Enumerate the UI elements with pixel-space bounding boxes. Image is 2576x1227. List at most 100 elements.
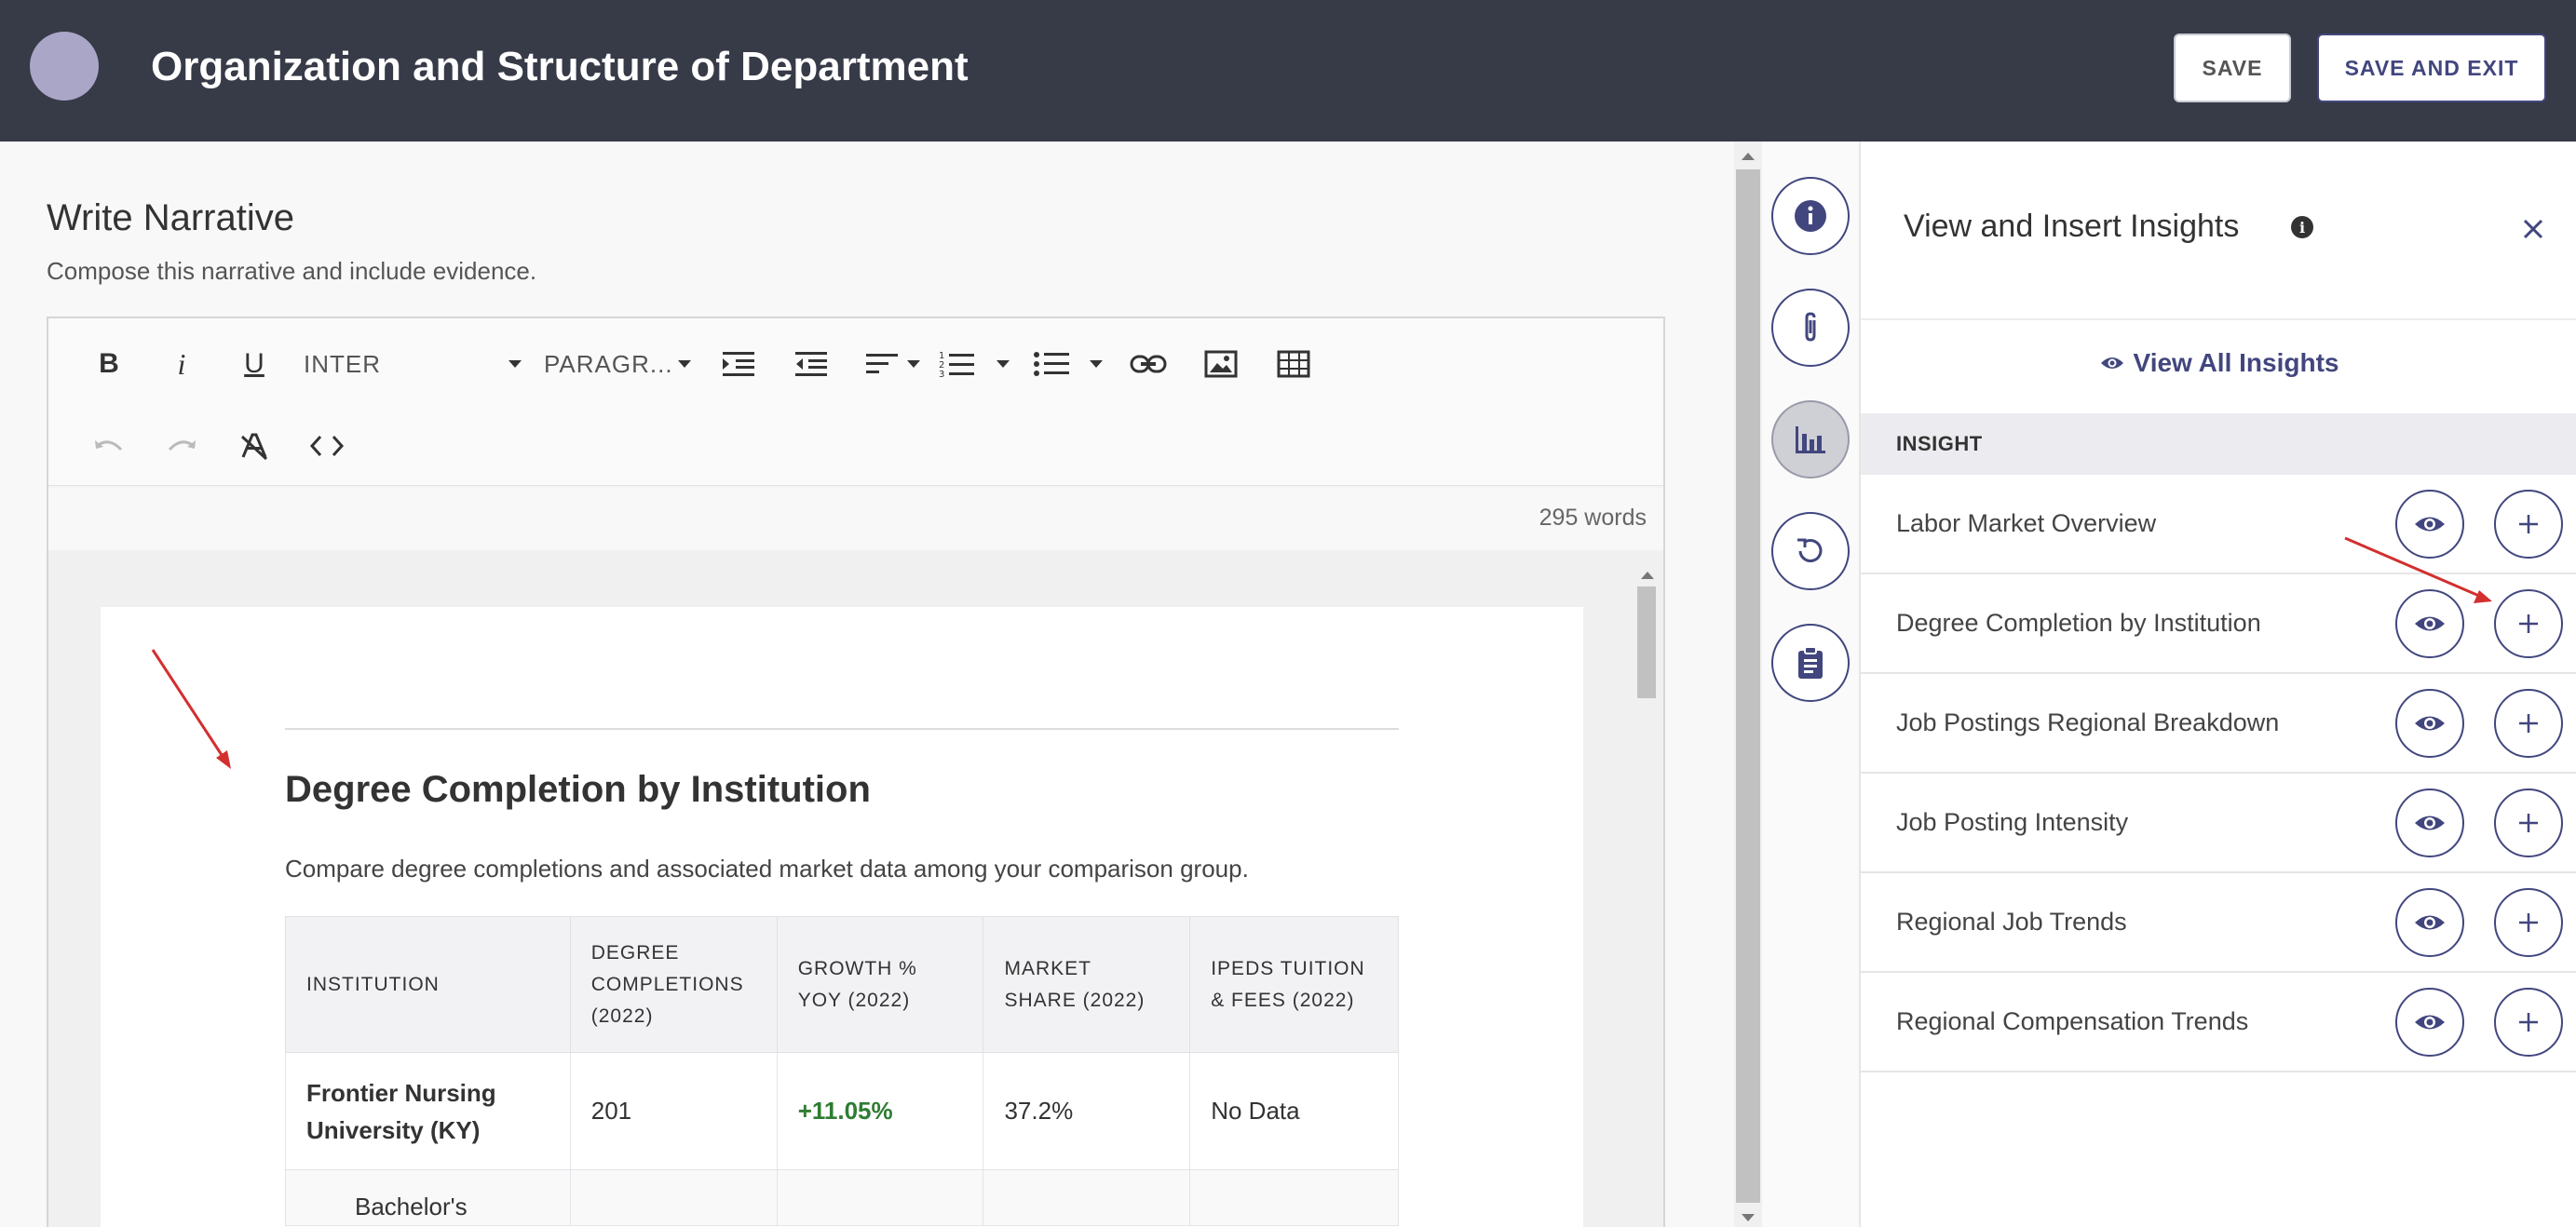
insert-insight-button[interactable] [2494, 589, 2563, 658]
insert-insight-button[interactable] [2494, 789, 2563, 857]
view-insight-button[interactable] [2395, 789, 2464, 857]
paperclip-icon[interactable] [1771, 289, 1850, 367]
narrative-title: Write Narrative [47, 197, 294, 238]
table-cell: 37.2% [983, 1052, 1191, 1170]
document-heading: Degree Completion by Institution [285, 769, 871, 810]
table-cell: No Data [1189, 1052, 1399, 1170]
info-icon[interactable]: i [2291, 216, 2313, 238]
table-cell: Frontier Nursing University (KY) [285, 1052, 571, 1170]
narrative-subtitle: Compose this narrative and include evide… [47, 257, 537, 285]
chevron-down-icon [907, 360, 920, 368]
history-icon[interactable] [1771, 512, 1850, 590]
list-item: Regional Job Trends [1861, 873, 2576, 973]
save-and-exit-button[interactable]: SAVE AND EXIT [2317, 34, 2546, 102]
scroll-up-icon[interactable] [1641, 572, 1654, 579]
list-item: Degree Completion by Institution [1861, 574, 2576, 674]
table-cell [569, 1169, 778, 1226]
word-count: 295 words [1539, 505, 1647, 531]
insight-label: Regional Compensation Trends [1896, 1007, 2249, 1035]
undo-icon[interactable] [86, 423, 132, 469]
svg-text:2: 2 [939, 360, 944, 371]
scroll-down-icon[interactable] [1742, 1214, 1755, 1221]
view-insight-button[interactable] [2395, 988, 2464, 1057]
chevron-down-icon [1090, 360, 1103, 368]
image-icon[interactable] [1198, 341, 1244, 387]
block-format-select[interactable]: PARAGR... [544, 349, 673, 378]
close-icon[interactable] [2515, 210, 2552, 248]
document-page[interactable]: Degree Completion by Institution Compare… [101, 607, 1583, 1227]
table-header-row: INSTITUTION DEGREE COMPLETIONS (2022) GR… [285, 916, 1399, 1053]
list-item: Job Postings Regional Breakdown [1861, 674, 2576, 774]
bullet-list-icon[interactable] [1028, 341, 1075, 387]
narrative-editor-section: Write Narrative Compose this narrative a… [0, 142, 1734, 1227]
page-title: Organization and Structure of Department [151, 44, 969, 89]
view-insight-button[interactable] [2395, 689, 2464, 758]
table-cell: +11.05% [776, 1052, 984, 1170]
table-cell [983, 1169, 1191, 1226]
chevron-down-icon [508, 360, 522, 368]
chevron-down-icon [678, 360, 691, 368]
list-item: Job Posting Intensity [1861, 774, 2576, 873]
panel-title: View and Insert Insights [1904, 209, 2240, 244]
divider [1861, 318, 2576, 320]
insert-insight-button[interactable] [2494, 689, 2563, 758]
insight-label: Degree Completion by Institution [1896, 609, 2261, 637]
insert-insight-button[interactable] [2494, 888, 2563, 957]
horizontal-rule [285, 728, 1399, 730]
view-insight-button[interactable] [2395, 888, 2464, 957]
link-icon[interactable] [1125, 341, 1172, 387]
bold-icon[interactable]: B [99, 348, 119, 379]
word-count-bar: 295 words [48, 488, 1663, 549]
insight-label: Labor Market Overview [1896, 509, 2157, 537]
insight-label: Regional Job Trends [1896, 908, 2127, 936]
view-insight-button[interactable] [2395, 589, 2464, 658]
insight-label: Job Posting Intensity [1896, 808, 2129, 836]
italic-icon[interactable]: i [177, 346, 186, 381]
view-all-insights-link[interactable]: View All Insights [1861, 348, 2576, 378]
svg-text:3: 3 [939, 370, 944, 378]
document-scrollbar[interactable] [1635, 560, 1661, 1227]
insights-panel: View and Insert Insights i View All Insi… [1859, 142, 2576, 1227]
align-icon[interactable] [859, 341, 905, 387]
scroll-thumb[interactable] [1637, 587, 1656, 698]
redo-icon[interactable] [158, 423, 205, 469]
column-header: INSTITUTION [285, 916, 571, 1053]
insert-insight-button[interactable] [2494, 988, 2563, 1057]
column-header: GROWTH % YOY (2022) [776, 916, 984, 1053]
list-item: Regional Compensation Trends [1861, 973, 2576, 1072]
insert-insight-button[interactable] [2494, 490, 2563, 559]
column-header: IPEDS TUITION & FEES (2022) [1189, 916, 1399, 1053]
clear-formatting-icon[interactable] [231, 423, 278, 469]
table-row: Frontier Nursing University (KY) 201 +11… [285, 1052, 1399, 1170]
save-button[interactable]: SAVE [2174, 34, 2291, 102]
eye-icon [2100, 357, 2123, 369]
insight-label: Job Postings Regional Breakdown [1896, 708, 2280, 736]
svg-text:1: 1 [939, 351, 944, 361]
table-cell [1189, 1169, 1399, 1226]
view-all-label: View All Insights [2133, 348, 2339, 377]
list-item: Labor Market Overview [1861, 475, 2576, 574]
outdent-icon[interactable] [788, 341, 834, 387]
document-viewport[interactable]: Degree Completion by Institution Compare… [48, 551, 1663, 1227]
bar-chart-icon[interactable] [1771, 400, 1850, 479]
column-header: MARKET SHARE (2022) [983, 916, 1191, 1053]
table-cell: Bachelor's [285, 1169, 571, 1226]
view-insight-button[interactable] [2395, 490, 2464, 559]
indent-icon[interactable] [715, 341, 762, 387]
scroll-up-icon[interactable] [1742, 153, 1755, 160]
info-icon[interactable] [1771, 177, 1850, 255]
chevron-down-icon [997, 360, 1010, 368]
scroll-thumb[interactable] [1736, 169, 1760, 1203]
main-scrollbar[interactable] [1734, 142, 1762, 1227]
clipboard-icon[interactable] [1771, 624, 1850, 702]
font-family-select[interactable]: INTER [304, 349, 381, 378]
underline-icon[interactable]: U [244, 348, 264, 379]
document-paragraph: Compare degree completions and associate… [285, 855, 1249, 883]
data-table: INSTITUTION DEGREE COMPLETIONS (2022) GR… [285, 916, 1399, 1226]
avatar[interactable] [30, 32, 99, 101]
code-view-icon[interactable] [304, 423, 350, 469]
table-icon[interactable] [1270, 341, 1317, 387]
